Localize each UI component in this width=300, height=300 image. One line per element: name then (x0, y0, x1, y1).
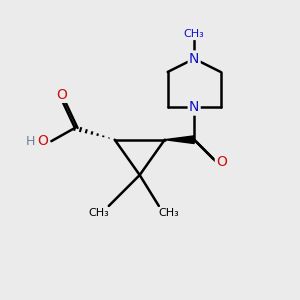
Text: O: O (38, 134, 49, 148)
Text: N: N (189, 52, 200, 66)
Text: N: N (189, 100, 200, 114)
Text: CH₃: CH₃ (184, 29, 205, 39)
Polygon shape (165, 136, 194, 143)
Text: H: H (26, 135, 35, 148)
Text: O: O (56, 88, 67, 102)
Text: CH₃: CH₃ (88, 208, 109, 218)
Text: O: O (216, 155, 227, 169)
Text: CH₃: CH₃ (159, 208, 179, 218)
